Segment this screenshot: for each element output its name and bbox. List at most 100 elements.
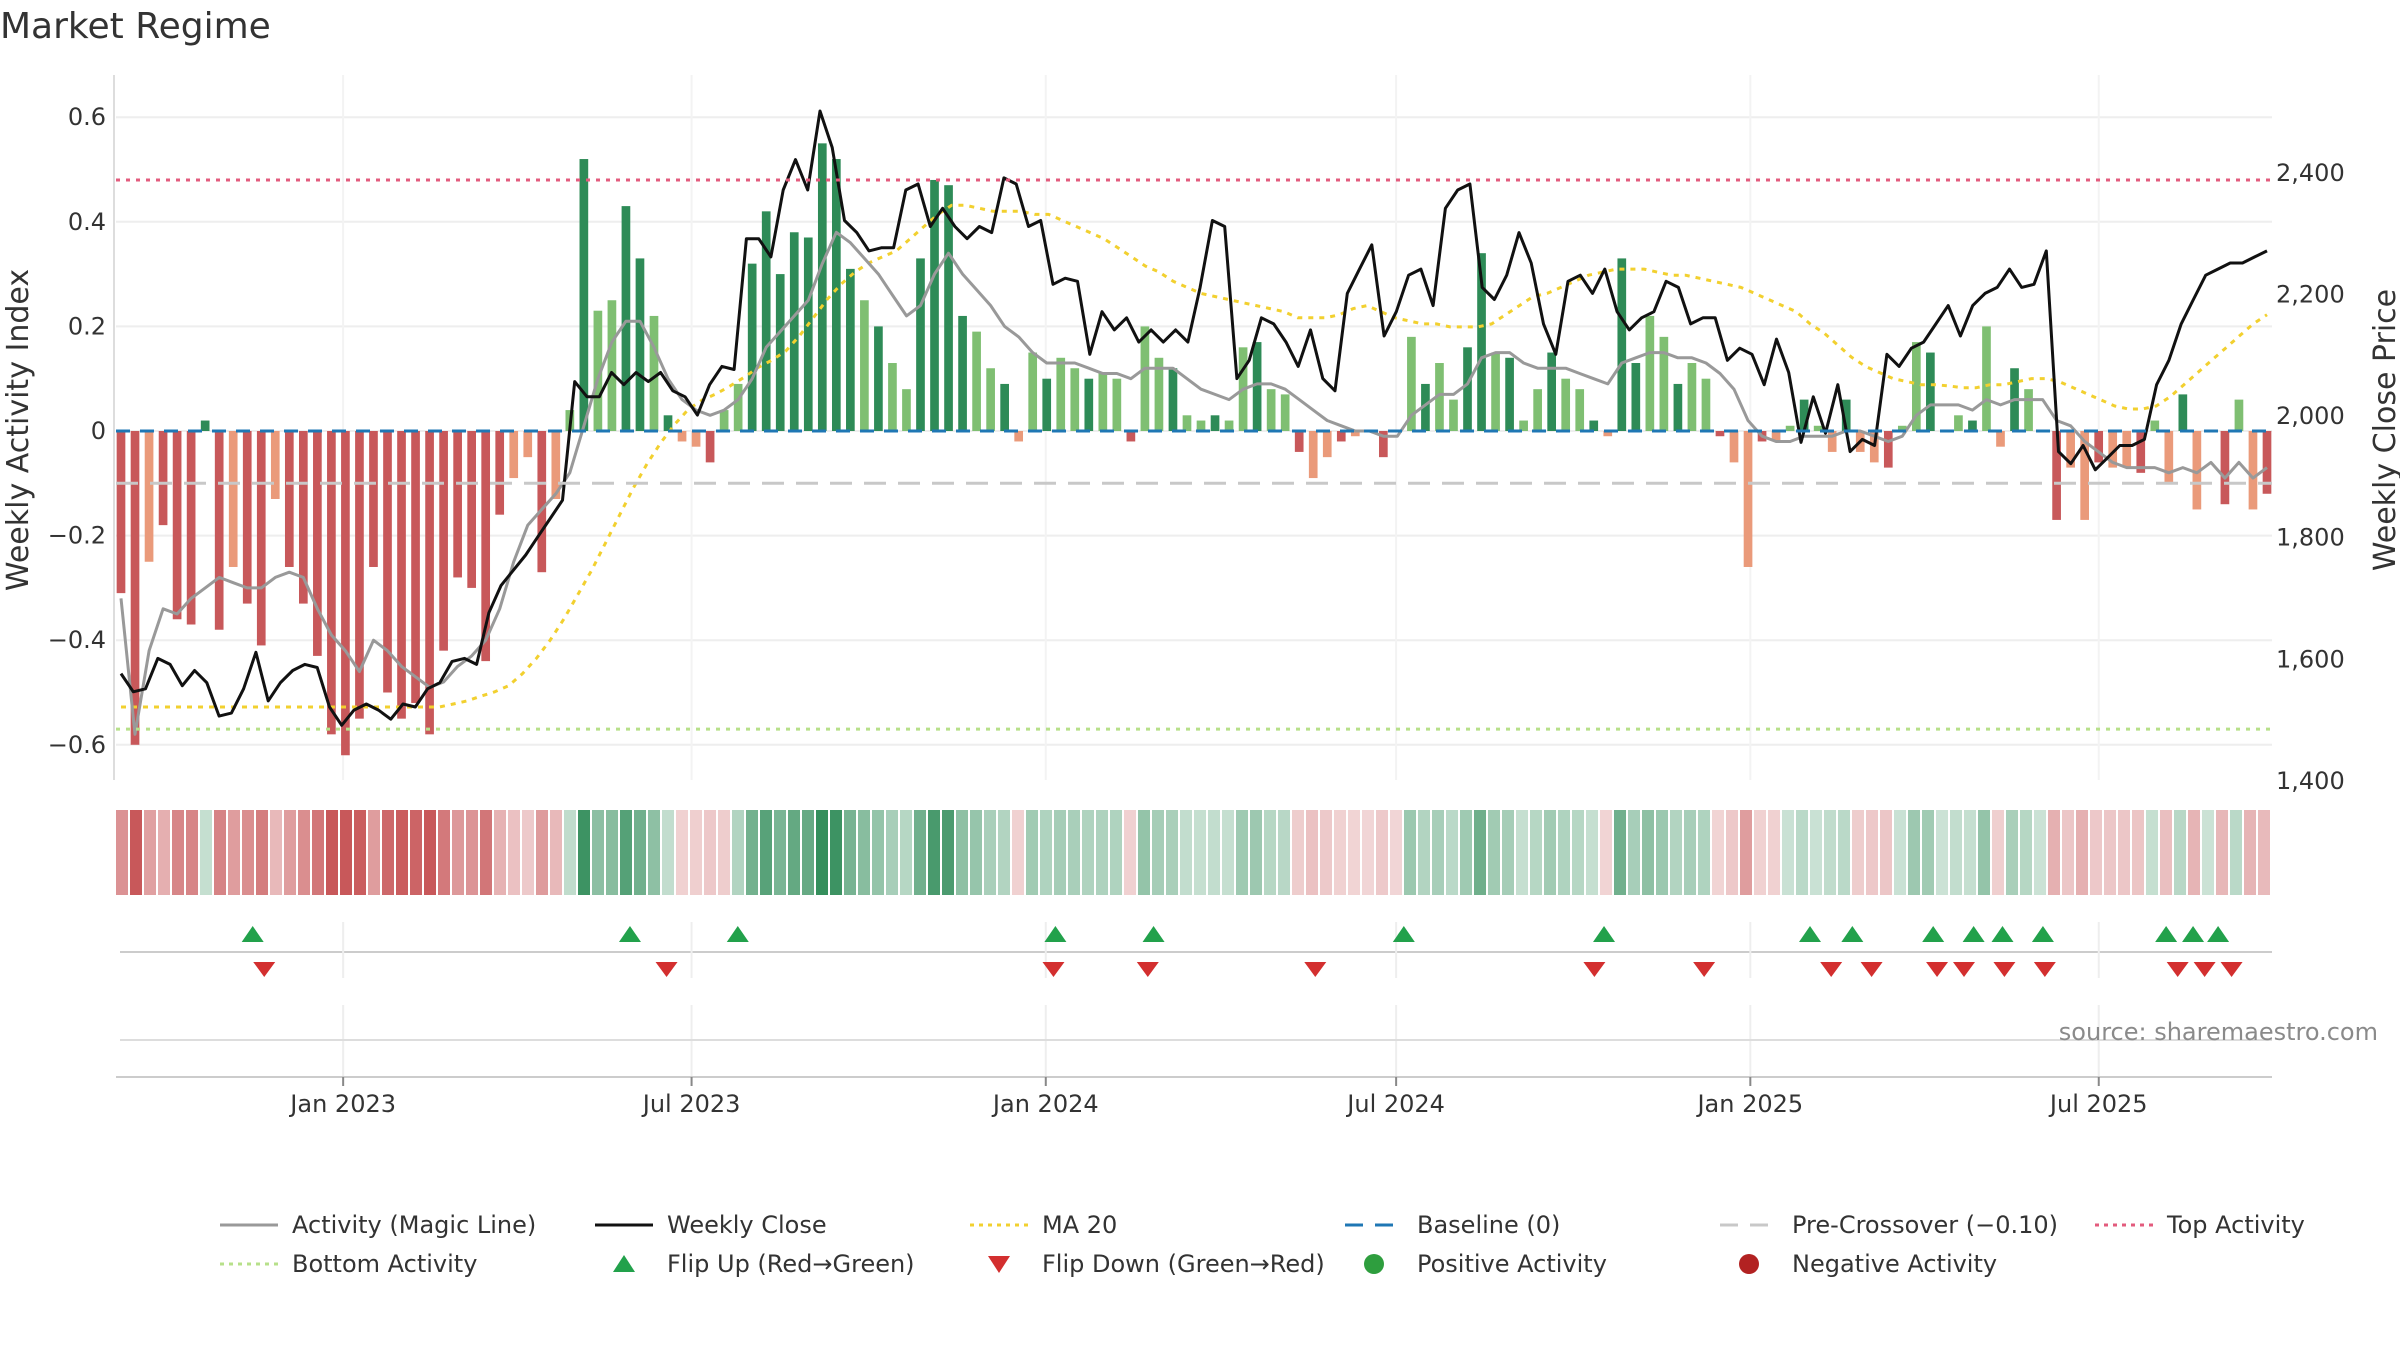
activity-bar bbox=[1280, 394, 1290, 431]
regime-cell bbox=[2230, 810, 2242, 895]
regime-cell bbox=[2118, 810, 2130, 895]
regime-cell bbox=[2216, 810, 2228, 895]
y-tick-label: 0.2 bbox=[68, 312, 106, 340]
activity-bars bbox=[116, 143, 2272, 756]
activity-bar bbox=[2234, 399, 2244, 431]
activity-bar bbox=[341, 431, 350, 756]
activity-bar bbox=[1154, 357, 1164, 431]
activity-bar bbox=[607, 300, 617, 431]
regime-cell bbox=[1068, 810, 1080, 895]
regime-cell bbox=[1796, 810, 1808, 895]
regime-cell bbox=[1866, 810, 1878, 895]
activity-bar bbox=[2024, 389, 2033, 431]
regime-strip bbox=[116, 810, 2270, 895]
regime-cell bbox=[452, 810, 464, 895]
activity-bar bbox=[944, 185, 953, 431]
activity-bar bbox=[803, 237, 813, 431]
activity-bar bbox=[1673, 383, 1683, 431]
activity-bar bbox=[313, 431, 322, 656]
y-tick-label: −0.2 bbox=[48, 522, 106, 550]
regime-cell bbox=[1138, 810, 1150, 895]
flip-up-marker bbox=[1593, 926, 1616, 942]
regime-cell bbox=[1754, 810, 1766, 895]
activity-bar bbox=[1014, 431, 1024, 442]
flip-down-marker bbox=[1583, 962, 1606, 977]
activity-bar bbox=[1519, 420, 1528, 431]
x-axis: Jan 2023 Jul 2023 Jan 2024 Jul 2024 Jan 2025… bbox=[288, 1077, 2148, 1118]
activity-bar bbox=[1350, 431, 1360, 437]
regime-cell bbox=[578, 810, 590, 895]
regime-cell bbox=[550, 810, 562, 895]
activity-bar bbox=[1715, 431, 1725, 437]
activity-bar bbox=[1477, 253, 1486, 431]
legend-swatch bbox=[988, 1256, 1010, 1273]
y-tick-label: 0.4 bbox=[68, 208, 106, 236]
activity-bar bbox=[509, 431, 519, 479]
legend-label: Top Activity bbox=[2166, 1211, 2305, 1239]
regime-cell bbox=[1096, 810, 1108, 895]
regime-cell bbox=[466, 810, 478, 895]
regime-cell bbox=[718, 810, 730, 895]
activity-bar bbox=[1729, 431, 1739, 463]
regime-cell bbox=[1614, 810, 1626, 895]
flip-up-marker bbox=[2031, 926, 2054, 942]
regime-cell bbox=[1208, 810, 1220, 895]
flip-up-marker bbox=[1044, 926, 1067, 942]
activity-bar bbox=[860, 300, 869, 431]
activity-bar bbox=[2150, 420, 2160, 431]
legend-item-baseline: Baseline (0) bbox=[1345, 1211, 1560, 1239]
activity-bar bbox=[1266, 389, 1276, 431]
regime-cell bbox=[1852, 810, 1864, 895]
source-note: source: sharemaestro.com bbox=[2059, 1018, 2378, 1046]
bottom-panel bbox=[116, 1005, 2272, 1078]
regime-cell bbox=[844, 810, 856, 895]
regime-cell bbox=[1810, 810, 1822, 895]
flip-up-marker bbox=[2207, 926, 2230, 942]
regime-cell bbox=[1166, 810, 1178, 895]
regime-cell bbox=[2146, 810, 2158, 895]
y-axis-left: 0.6 0.4 0.2 0 −0.2 −0.4 −0.6 bbox=[48, 103, 106, 759]
activity-bar bbox=[663, 415, 673, 431]
regime-cell bbox=[802, 810, 814, 895]
activity-bar bbox=[411, 431, 420, 703]
legend-item-close: Weekly Close bbox=[595, 1211, 827, 1239]
regime-cell bbox=[1488, 810, 1500, 895]
activity-bar bbox=[691, 431, 701, 447]
regime-cell bbox=[116, 810, 128, 895]
regime-cell bbox=[438, 810, 450, 895]
legend-label: Weekly Close bbox=[667, 1211, 827, 1239]
y2-tick-label: 2,400 bbox=[2276, 159, 2345, 187]
activity-bar bbox=[467, 431, 476, 588]
regime-cell bbox=[1950, 810, 1962, 895]
regime-cell bbox=[424, 810, 436, 895]
regime-cell bbox=[1908, 810, 1920, 895]
activity-bar bbox=[1463, 347, 1472, 431]
regime-cell bbox=[634, 810, 646, 895]
y2-tick-label: 2,000 bbox=[2276, 402, 2345, 430]
flip-up-marker bbox=[1799, 926, 1821, 942]
activity-bar bbox=[523, 431, 533, 458]
flip-up-marker bbox=[1392, 926, 1415, 942]
regime-cell bbox=[1376, 810, 1388, 895]
activity-bar bbox=[172, 431, 182, 620]
activity-bar bbox=[1912, 342, 1921, 431]
regime-cell bbox=[564, 810, 576, 895]
regime-cell bbox=[1320, 810, 1332, 895]
legend-label: Activity (Magic Line) bbox=[292, 1211, 536, 1239]
regime-cell bbox=[1670, 810, 1682, 895]
activity-bar bbox=[1294, 431, 1304, 452]
regime-cell bbox=[1348, 810, 1360, 895]
flip-up-marker bbox=[2182, 926, 2205, 942]
regime-cell bbox=[606, 810, 618, 895]
regime-cell bbox=[186, 810, 198, 895]
regime-cell bbox=[1474, 810, 1486, 895]
flip-down-marker bbox=[655, 962, 678, 977]
legend-item-flipup: Flip Up (Red→Green) bbox=[613, 1250, 915, 1278]
activity-bar bbox=[495, 431, 505, 515]
regime-cell bbox=[774, 810, 786, 895]
activity-bar bbox=[1533, 389, 1542, 431]
activity-bar bbox=[1491, 352, 1500, 431]
regime-cell bbox=[2104, 810, 2116, 895]
regime-cell bbox=[214, 810, 226, 895]
activity-bar bbox=[1827, 431, 1837, 452]
